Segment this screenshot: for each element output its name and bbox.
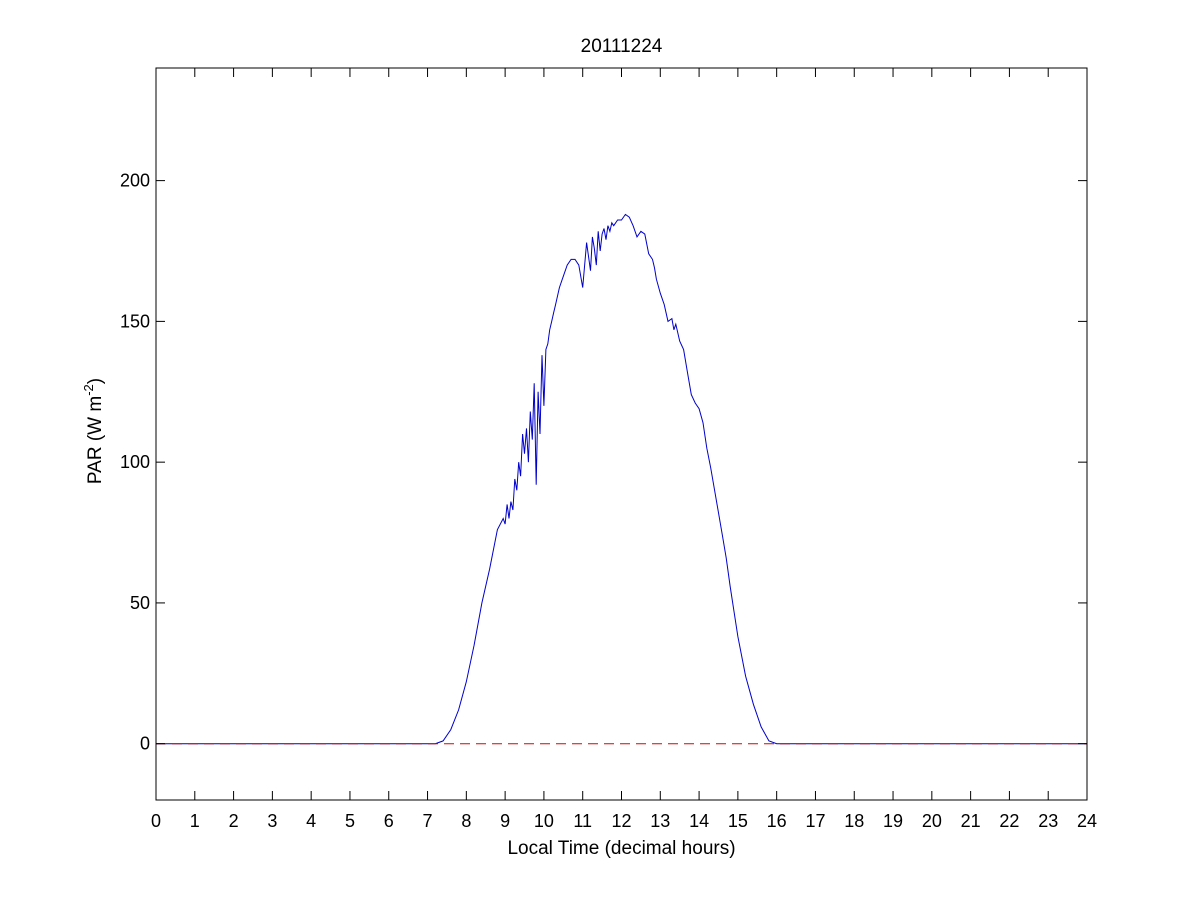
y-tick-label: 0 (140, 734, 150, 754)
x-tick-label: 6 (384, 811, 394, 831)
x-tick-label: 5 (345, 811, 355, 831)
x-tick-label: 0 (151, 811, 161, 831)
x-tick-label: 9 (500, 811, 510, 831)
x-tick-label: 11 (573, 811, 592, 831)
x-tick-label: 17 (805, 811, 825, 831)
tick-layer: 0 1 2 3 4 5 6 7 8 9 10 11 12 13 14 15 16 17 18 19 20 21 22 23 24… (120, 68, 1097, 831)
y-axis-title-superscript: -2 (81, 384, 96, 396)
x-tick-label: 18 (844, 811, 864, 831)
y-axis-title-close: ) (85, 378, 106, 384)
y-tick-label: 150 (120, 311, 150, 331)
series-line-1 (156, 213, 1087, 745)
x-tick-label: 20 (922, 811, 942, 831)
x-tick-label: 22 (999, 811, 1019, 831)
x-tick-label: 19 (883, 811, 903, 831)
y-tick-label: 100 (120, 452, 150, 472)
x-tick-label: 14 (689, 811, 709, 831)
x-tick-label: 24 (1077, 811, 1097, 831)
x-tick-label: 12 (611, 811, 631, 831)
x-tick-label: 21 (961, 811, 981, 831)
x-tick-label: 7 (423, 811, 433, 831)
x-tick-label: 1 (190, 811, 200, 831)
x-tick-label: 2 (229, 811, 239, 831)
x-tick-label: 13 (650, 811, 670, 831)
x-tick-label: 16 (767, 811, 787, 831)
chart-title: 20111224 (581, 36, 663, 57)
x-tick-label: 8 (461, 811, 471, 831)
x-tick-label: 4 (306, 811, 316, 831)
y-tick-label: 200 (120, 171, 150, 191)
y-axis-title-main: PAR (W m (85, 396, 106, 484)
x-tick-label: 23 (1038, 811, 1058, 831)
series-layer (156, 213, 1087, 745)
y-axis-title: PAR (W m-2) (81, 378, 106, 484)
y-tick-label: 50 (130, 593, 150, 613)
x-tick-label: 10 (534, 811, 554, 831)
x-axis-title: Local Time (decimal hours) (507, 838, 735, 859)
x-tick-label: 3 (267, 811, 277, 831)
x-tick-label: 15 (728, 811, 748, 831)
